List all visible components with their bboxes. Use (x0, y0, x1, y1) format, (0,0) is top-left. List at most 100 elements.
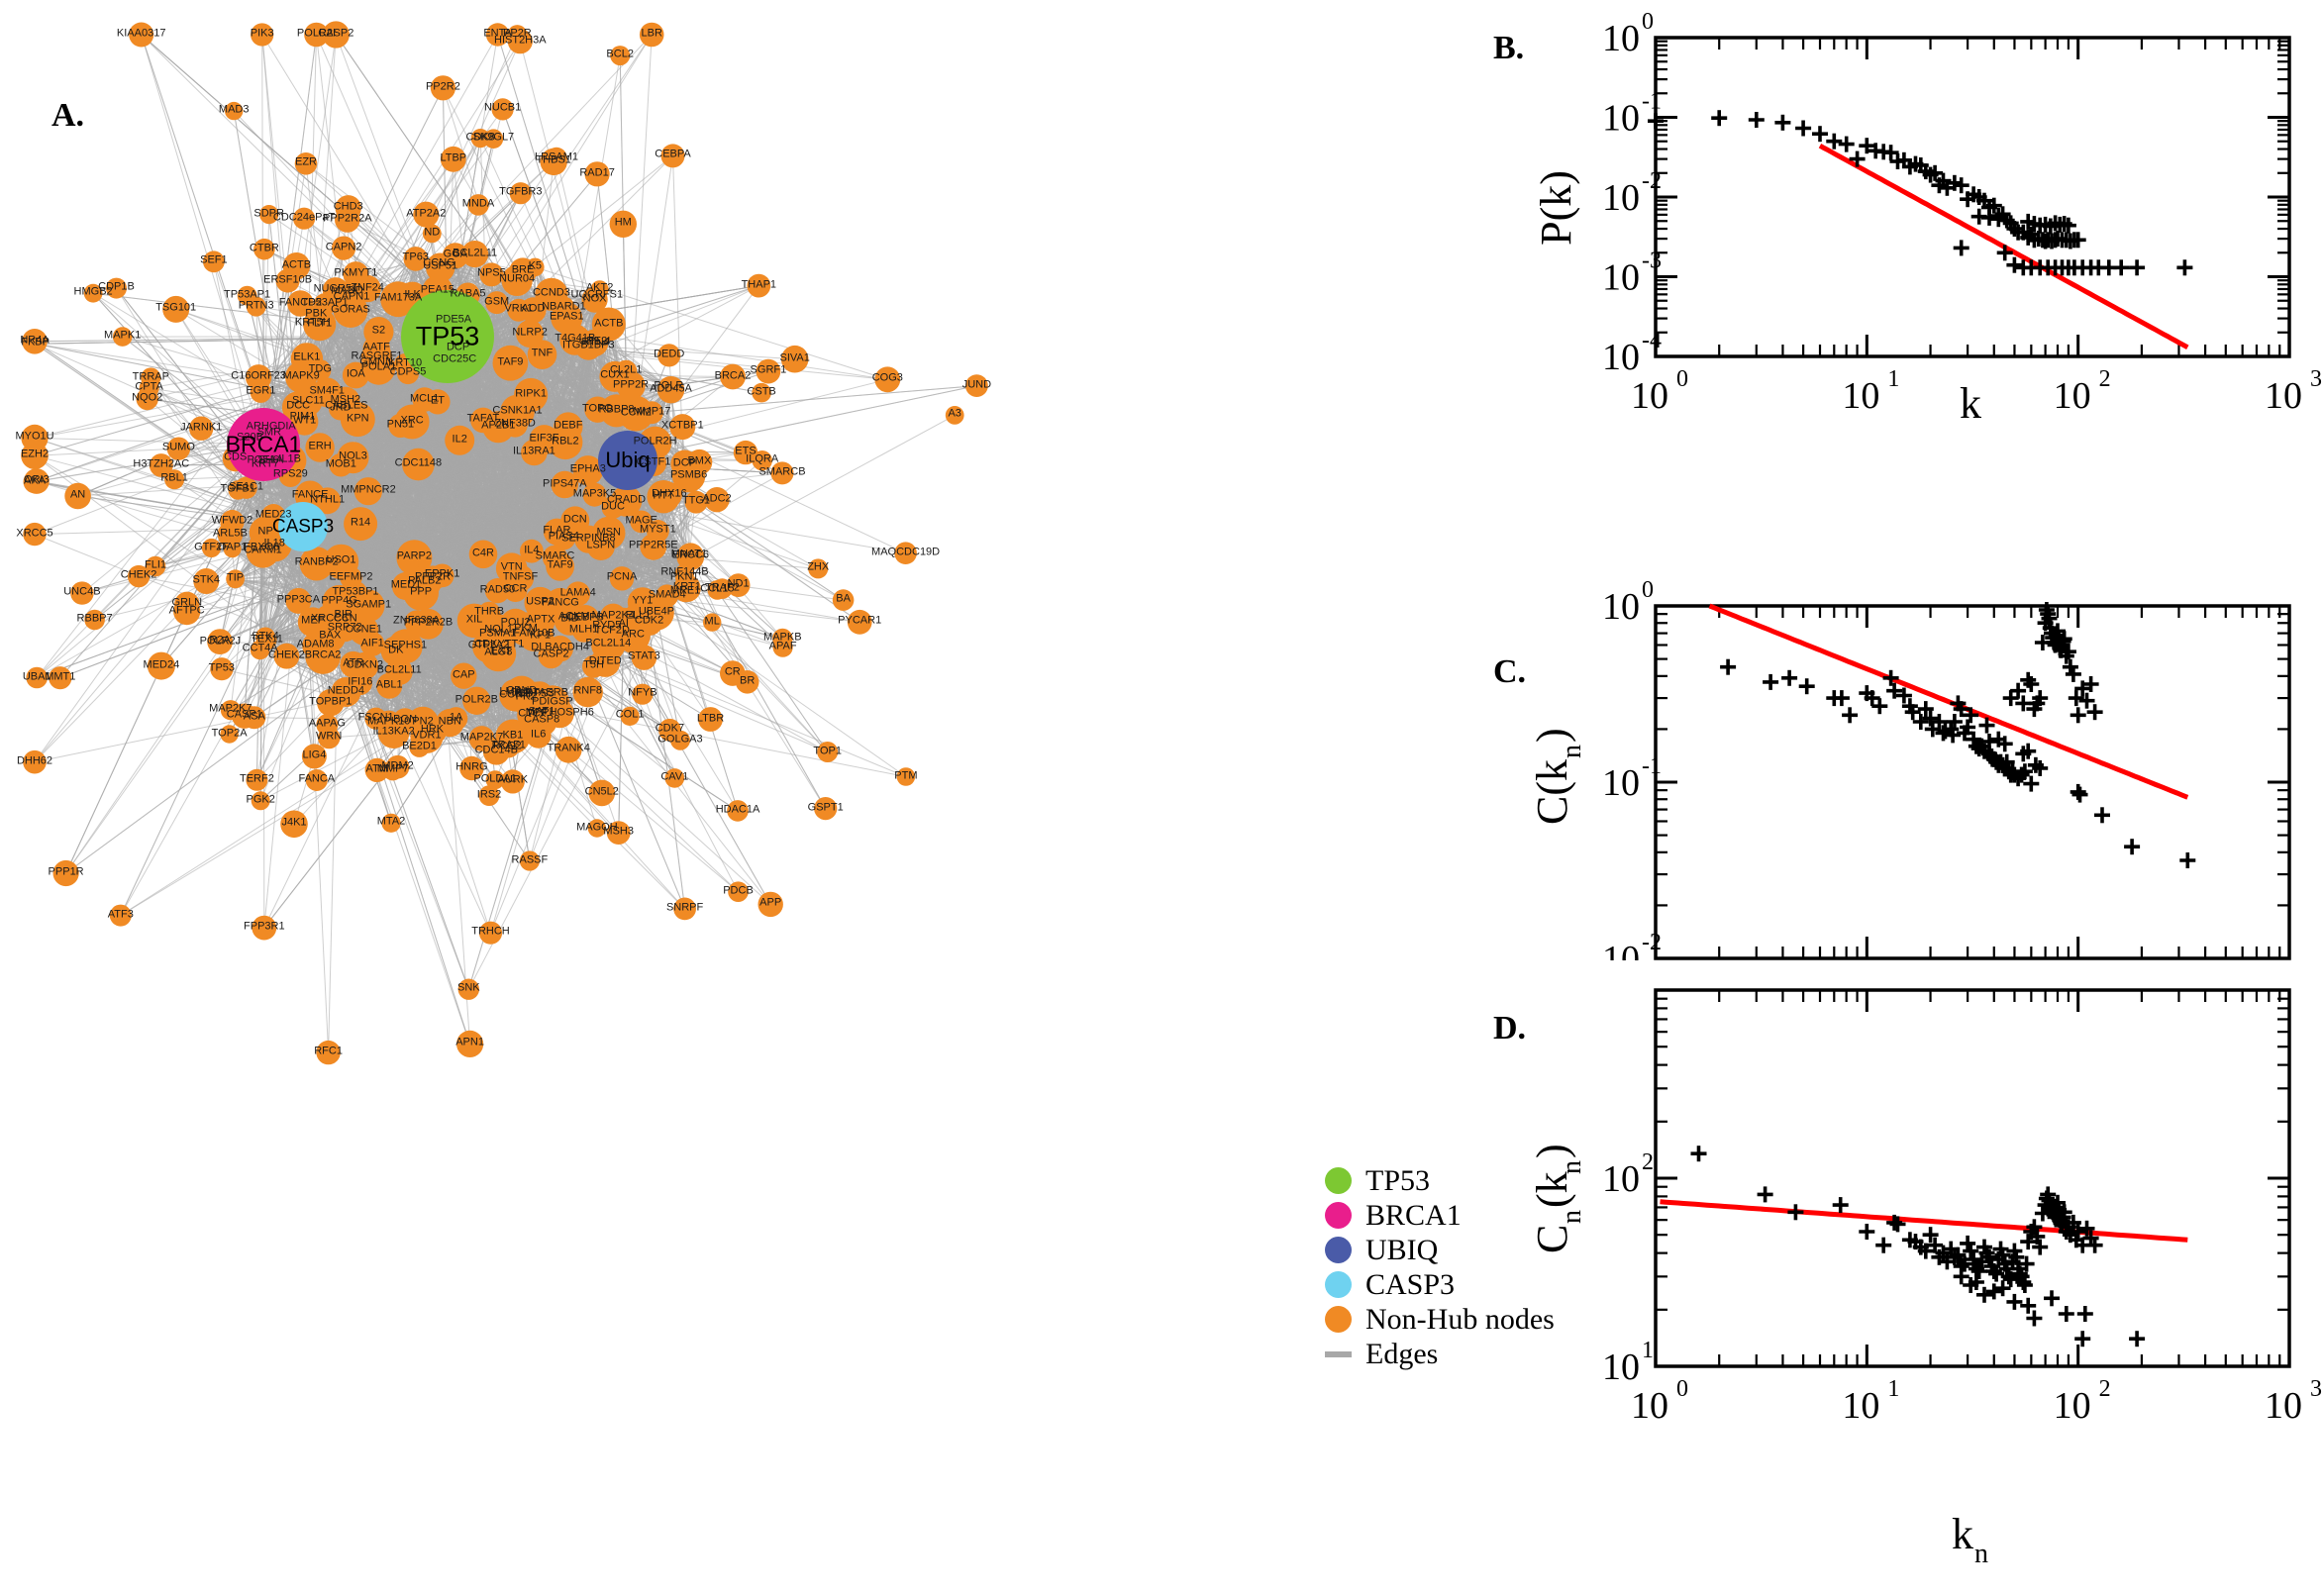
x-tick-exponent: 0 (1676, 1376, 1688, 1402)
power-law-fit-line (1708, 603, 2189, 800)
network-node (440, 146, 466, 172)
network-node (343, 261, 369, 287)
network-node (285, 587, 312, 614)
network-node (332, 236, 356, 260)
network-node (832, 589, 855, 611)
network-node (485, 23, 510, 47)
network-node (572, 455, 603, 486)
legend-item-ubiq: UBIQ (1325, 1233, 1555, 1267)
network-node (255, 627, 275, 648)
network-node (896, 767, 916, 786)
panel-d-ylabel-close: ) (1528, 1144, 1576, 1158)
network-node (174, 591, 200, 617)
x-tick-exponent: 2 (2099, 366, 2111, 392)
network-node (516, 320, 545, 349)
network-node (413, 201, 440, 228)
y-tick-exponent: -1 (1642, 753, 1662, 779)
network-node (344, 507, 378, 542)
network-node (555, 736, 582, 763)
network-node (676, 543, 705, 571)
network-node (847, 609, 872, 635)
network-node (457, 978, 479, 1000)
network-node (109, 904, 132, 927)
network-node (780, 345, 809, 373)
x-tick-label: 10 (1631, 375, 1668, 417)
network-node (491, 98, 514, 121)
network-node (538, 643, 564, 669)
network-node (243, 706, 266, 730)
y-tick-label: 10 (1602, 1158, 1640, 1200)
network-node (127, 564, 151, 588)
legend-item-edges: Edges (1325, 1337, 1555, 1371)
panel-d-xlabel: k (1952, 1510, 1973, 1558)
network-node (505, 675, 539, 709)
y-tick-label: 10 (1602, 939, 1640, 960)
network-node (726, 573, 751, 597)
network-node (331, 677, 361, 707)
network-node (519, 850, 541, 871)
x-tick-label: 10 (1631, 1385, 1668, 1427)
hub-node-ubiq (598, 431, 657, 490)
network-node (670, 449, 699, 478)
network-node (772, 628, 793, 649)
network-node (322, 21, 350, 49)
network-node (251, 791, 270, 811)
x-tick-label: 10 (1842, 1385, 1879, 1427)
panel-b-ylabel: P(k) (1532, 170, 1580, 246)
network-node (354, 477, 382, 506)
network-node (273, 643, 300, 669)
network-node (250, 381, 272, 403)
network-node (129, 22, 154, 48)
network-node (546, 147, 567, 169)
network-node (294, 152, 318, 175)
network-node (670, 730, 690, 750)
network-node (747, 273, 771, 298)
network-node (684, 490, 708, 514)
network-node (495, 552, 528, 584)
network-node (246, 768, 268, 791)
network-node (275, 268, 300, 293)
network-node (451, 662, 477, 689)
network-node (551, 470, 579, 499)
network-node (444, 707, 468, 731)
network-node (305, 433, 335, 462)
network-node (201, 538, 222, 558)
network-node (252, 915, 277, 941)
network-node (647, 480, 680, 514)
network-node (752, 450, 772, 471)
network-node (225, 101, 244, 121)
network-node (590, 280, 609, 299)
network-node (482, 614, 515, 647)
y-tick-exponent: 0 (1642, 577, 1654, 603)
network-node (641, 401, 663, 425)
network-node (203, 250, 225, 273)
y-tick-label: 10 (1602, 337, 1640, 378)
network-node (328, 396, 353, 421)
network-node (363, 317, 394, 348)
x-tick-label: 10 (2054, 1385, 2091, 1427)
plot-frame (1654, 604, 2291, 960)
y-tick-label: 10 (1602, 586, 1640, 628)
network-node (364, 757, 389, 783)
network-node (380, 636, 411, 666)
panel-b-chart-svg: 10 010 -110 -210 -310 -410 0 10 1 10 2 10 3P(k)k (1532, 10, 2322, 426)
network-node (52, 859, 79, 887)
x-tick-label: 10 (1842, 375, 1879, 417)
network-node (287, 290, 314, 317)
network-node (407, 565, 442, 599)
network-node (606, 821, 631, 845)
network-node (588, 779, 616, 807)
network-node (526, 257, 545, 277)
panel-d-ylabel: C (1528, 1225, 1576, 1253)
network-node (467, 194, 489, 216)
y-tick-exponent: -4 (1642, 328, 1662, 353)
y-tick-exponent: 0 (1642, 10, 1654, 35)
hub-node-brca1 (227, 408, 300, 481)
network-node (83, 283, 103, 303)
x-tick-exponent: 0 (1676, 366, 1688, 392)
network-node (340, 286, 363, 310)
x-tick-exponent: 1 (1887, 366, 1899, 392)
y-tick-label: 10 (1602, 18, 1640, 59)
panel-d-ylabel-sub2: n (1557, 1160, 1587, 1174)
